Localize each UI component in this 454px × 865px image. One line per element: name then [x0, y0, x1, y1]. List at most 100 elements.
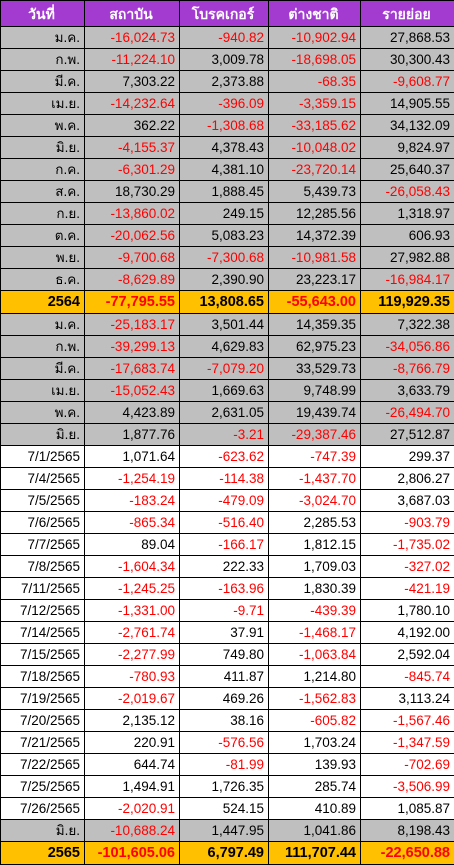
foreign-cell: 1,709.03 [269, 556, 361, 578]
institution-cell: 4,423.89 [85, 402, 180, 424]
foreign-cell: 14,359.35 [269, 314, 361, 336]
date-cell: ต.ค. [1, 225, 85, 247]
foreign-cell: 5,439.73 [269, 181, 361, 203]
broker-cell: -163.96 [180, 578, 269, 600]
retail-cell: 25,640.37 [361, 159, 454, 181]
retail-cell: 3,113.24 [361, 688, 454, 710]
foreign-cell: -747.39 [269, 446, 361, 468]
date-cell: 7/21/2565 [1, 732, 85, 754]
institution-cell: -17,683.74 [85, 358, 180, 380]
institution-cell: -1,604.34 [85, 556, 180, 578]
header-foreign: ต่างชาติ [269, 1, 361, 27]
broker-cell: 5,083.23 [180, 225, 269, 247]
institution-cell: -865.34 [85, 512, 180, 534]
foreign-cell: 1,812.15 [269, 534, 361, 556]
retail-cell: 119,929.35 [361, 291, 454, 314]
institution-cell: -25,183.17 [85, 314, 180, 336]
institution-cell: -101,605.06 [85, 842, 180, 865]
institution-cell: -2,019.67 [85, 688, 180, 710]
institution-cell: -183.24 [85, 490, 180, 512]
foreign-cell: -10,048.02 [269, 137, 361, 159]
broker-cell: 1,447.95 [180, 820, 269, 842]
broker-cell: 37.91 [180, 622, 269, 644]
retail-cell: 14,905.55 [361, 93, 454, 115]
institution-cell: -2,277.99 [85, 644, 180, 666]
broker-cell: -479.09 [180, 490, 269, 512]
date-cell: มี.ค. [1, 71, 85, 93]
institution-cell: -1,254.19 [85, 468, 180, 490]
foreign-cell: -23,720.14 [269, 159, 361, 181]
retail-cell: -26,494.70 [361, 402, 454, 424]
date-cell: 7/22/2565 [1, 754, 85, 776]
header-institution: สถาบัน [85, 1, 180, 27]
retail-cell: 299.37 [361, 446, 454, 468]
retail-cell: -327.02 [361, 556, 454, 578]
date-cell: 2564 [1, 291, 85, 314]
retail-cell: 3,687.03 [361, 490, 454, 512]
institution-cell: -10,688.24 [85, 820, 180, 842]
retail-cell: -1,567.46 [361, 710, 454, 732]
retail-cell: -9,608.77 [361, 71, 454, 93]
foreign-cell: 33,529.73 [269, 358, 361, 380]
broker-cell: -114.38 [180, 468, 269, 490]
date-cell: ก.พ. [1, 336, 85, 358]
broker-cell: 2,390.90 [180, 269, 269, 291]
institution-cell: 362.22 [85, 115, 180, 137]
foreign-cell: 1,703.24 [269, 732, 361, 754]
date-cell: 7/8/2565 [1, 556, 85, 578]
foreign-cell: -439.39 [269, 600, 361, 622]
date-cell: ม.ค. [1, 27, 85, 49]
date-cell: 2565 [1, 842, 85, 865]
broker-cell: -3.21 [180, 424, 269, 446]
retail-cell: -1,347.59 [361, 732, 454, 754]
retail-cell: -16,984.17 [361, 269, 454, 291]
retail-cell: 7,322.38 [361, 314, 454, 336]
retail-cell: 4,192.00 [361, 622, 454, 644]
broker-cell: 749.80 [180, 644, 269, 666]
header-date: วันที่ [1, 1, 85, 27]
institution-cell: -1,331.00 [85, 600, 180, 622]
institution-cell: 2,135.12 [85, 710, 180, 732]
broker-cell: -166.17 [180, 534, 269, 556]
broker-cell: 4,629.83 [180, 336, 269, 358]
date-cell: 7/12/2565 [1, 600, 85, 622]
date-cell: พ.ย. [1, 247, 85, 269]
broker-cell: 2,373.88 [180, 71, 269, 93]
broker-cell: -623.62 [180, 446, 269, 468]
header-row: วันที่ สถาบัน โบรคเกอร์ ต่างชาติ รายย่อย [1, 1, 454, 27]
foreign-cell: 1,214.80 [269, 666, 361, 688]
retail-cell: -26,058.43 [361, 181, 454, 203]
retail-cell: 27,868.53 [361, 27, 454, 49]
retail-cell: 1,318.97 [361, 203, 454, 225]
foreign-cell: -1,437.70 [269, 468, 361, 490]
date-cell: 7/6/2565 [1, 512, 85, 534]
foreign-cell: -55,643.00 [269, 291, 361, 314]
broker-cell: 2,631.05 [180, 402, 269, 424]
broker-cell: -576.56 [180, 732, 269, 754]
broker-cell: 1,726.35 [180, 776, 269, 798]
broker-cell: -396.09 [180, 93, 269, 115]
institution-cell: -15,052.43 [85, 380, 180, 402]
retail-cell: 2,806.27 [361, 468, 454, 490]
institution-cell: 1,071.64 [85, 446, 180, 468]
retail-cell: 1,085.87 [361, 798, 454, 820]
broker-cell: 6,797.49 [180, 842, 269, 865]
date-cell: ก.ค. [1, 159, 85, 181]
